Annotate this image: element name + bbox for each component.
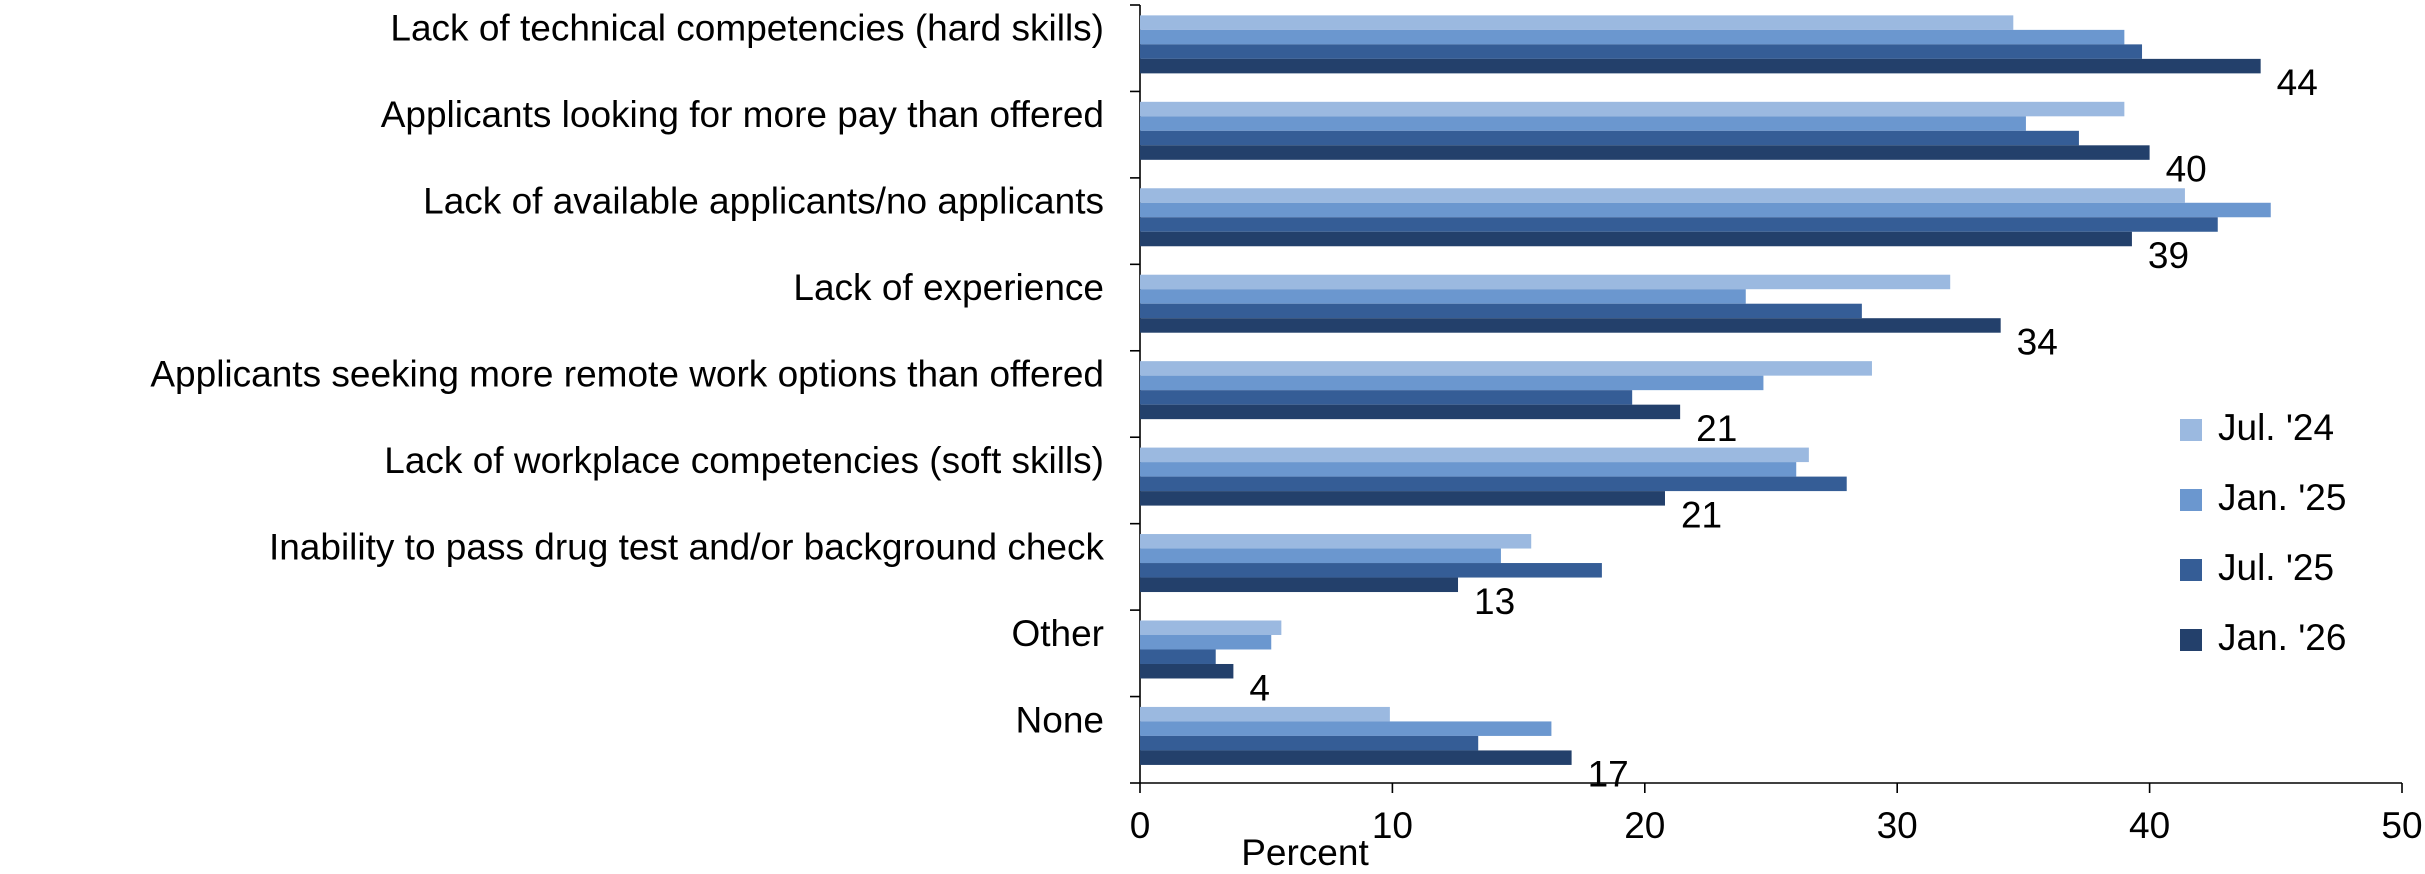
- bar: [1140, 404, 1681, 420]
- y-tick-label: Inability to pass drug test and/or backg…: [269, 526, 1105, 567]
- data-label: 21: [1696, 408, 1737, 449]
- bar: [1140, 145, 2150, 160]
- x-tick-label: 40: [2129, 805, 2170, 846]
- bar: [1140, 361, 1872, 376]
- y-tick-label: Lack of available applicants/no applican…: [423, 181, 1104, 222]
- x-tick-label: 20: [1624, 805, 1665, 846]
- bar: [1140, 101, 2125, 117]
- bar: [1140, 735, 1479, 751]
- bar: [1140, 534, 1532, 549]
- bar: [1140, 750, 1572, 765]
- legend-swatch: [2180, 559, 2202, 581]
- bar: [1140, 491, 1665, 506]
- data-label: 13: [1474, 581, 1515, 622]
- data-label: 40: [2166, 149, 2207, 190]
- bar: [1140, 15, 2014, 30]
- x-tick-label: 30: [1877, 805, 1918, 846]
- legend-label: Jan. '25: [2218, 477, 2346, 518]
- x-tick-label: 10: [1372, 805, 1413, 846]
- bar: [1140, 634, 1272, 650]
- bar: [1140, 58, 2261, 74]
- y-tick-label: None: [1016, 699, 1104, 740]
- data-label: 39: [2148, 235, 2189, 276]
- bar: [1140, 563, 1602, 578]
- x-axis-label: Percent: [1241, 832, 1369, 873]
- bar: [1140, 44, 2143, 59]
- bar: [1140, 462, 1797, 477]
- bar: [1140, 116, 2026, 131]
- bar: [1140, 375, 1764, 391]
- bar: [1140, 303, 1862, 319]
- bar: [1140, 620, 1282, 635]
- bar: [1140, 217, 2218, 232]
- legend-swatch: [2180, 489, 2202, 511]
- y-tick-label: Applicants seeking more remote work opti…: [150, 353, 1104, 394]
- data-label: 34: [2017, 321, 2058, 362]
- data-label: 4: [1249, 667, 1270, 708]
- bar: [1140, 663, 1234, 679]
- y-tick-label: Lack of technical competencies (hard ski…: [390, 8, 1104, 49]
- bar: [1140, 318, 2001, 333]
- bar: [1140, 274, 1951, 290]
- legend-label: Jan. '26: [2218, 617, 2346, 658]
- bar: [1140, 649, 1216, 664]
- bar: [1140, 202, 2271, 218]
- x-tick-label: 50: [2381, 805, 2422, 846]
- bar: [1140, 476, 1847, 492]
- legend-swatch: [2180, 629, 2202, 651]
- bar: [1140, 447, 1809, 463]
- data-label: 21: [1681, 494, 1722, 535]
- bar: [1140, 231, 2132, 247]
- y-tick-label: Applicants looking for more pay than off…: [381, 94, 1104, 135]
- bar: [1140, 390, 1633, 405]
- bar: [1140, 188, 2185, 203]
- y-tick-label: Lack of workplace competencies (soft ski…: [384, 440, 1104, 481]
- y-tick-label: Other: [1011, 613, 1104, 654]
- data-label: 44: [2277, 62, 2318, 103]
- bar: [1140, 577, 1459, 593]
- bar: [1140, 289, 1746, 304]
- bar: [1140, 548, 1501, 564]
- data-label: 17: [1588, 754, 1629, 795]
- y-tick-label: Lack of experience: [793, 267, 1104, 308]
- bar: [1140, 130, 2079, 146]
- legend-label: Jul. '25: [2218, 547, 2334, 588]
- bar: [1140, 706, 1390, 722]
- bar: [1140, 29, 2125, 45]
- x-tick-label: 0: [1130, 805, 1151, 846]
- bar: [1140, 721, 1552, 736]
- legend-swatch: [2180, 419, 2202, 441]
- legend-label: Jul. '24: [2218, 407, 2334, 448]
